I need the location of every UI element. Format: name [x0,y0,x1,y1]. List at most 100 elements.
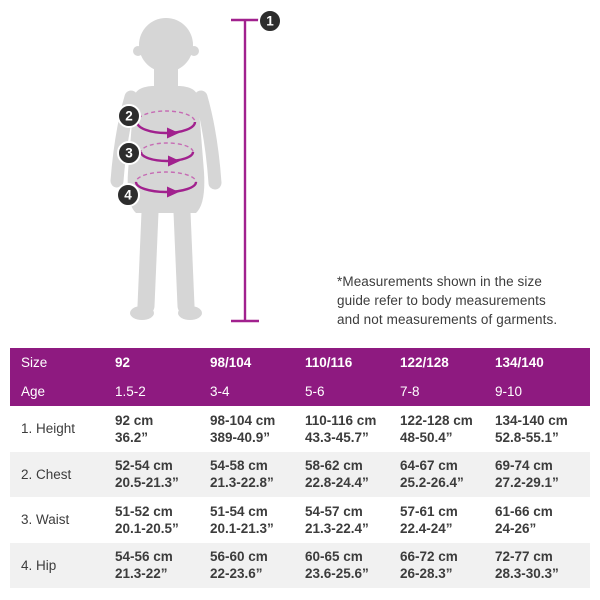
measurement-cell: 92 cm 36.2” [115,412,210,446]
value-cm: 72-77 cm [495,549,553,565]
size-value: 110/116 [305,355,353,370]
measurement-cell: 122-128 cm 48-50.4” [400,412,495,446]
value-cm: 54-56 cm [115,549,173,565]
measurement-cell: 54-58 cm 21.3-22.8” [210,457,305,491]
value-inches: 24-26” [495,520,537,536]
age-value: 5-6 [305,384,325,399]
value-inches: 26-28.3” [400,566,453,582]
note-line: and not measurements of garments. [337,312,558,327]
measurement-cell: 60-65 cm 23.6-25.6” [305,548,400,582]
size-table: Size 92 98/104 110/116 122/128 134/140 A… [10,348,590,588]
value-inches: 21.3-22” [115,566,168,582]
measurement-cell: 58-62 cm 22.8-24.4” [305,457,400,491]
marker-number: 4 [124,188,132,203]
value-inches: 36.2” [115,429,149,445]
table-row-waist: 3. Waist 51-52 cm 20.1-20.5” 51-54 cm 20… [10,497,590,543]
value-cm: 54-57 cm [305,503,363,519]
arrow-right-icon [167,127,179,139]
value-inches: 22.4-24” [400,520,453,536]
measurement-cell: 98-104 cm 389-40.9” [210,412,305,446]
hip-measure-ellipse [134,171,198,198]
measurement-note: *Measurements shown in the size guide re… [337,272,557,329]
value-cm: 58-62 cm [305,458,363,474]
table-row-height: 1. Height 92 cm 36.2” 98-104 cm 389-40.9… [10,406,590,452]
value-cm: 110-116 cm [305,412,377,428]
age-value: 7-8 [400,384,420,399]
value-inches: 21.3-22.4” [305,520,369,536]
size-header-row: Size 92 98/104 110/116 122/128 134/140 [10,348,590,377]
value-inches: 28.3-30.3” [495,566,559,582]
size-value: 122/128 [400,355,449,370]
value-inches: 20.1-21.3” [210,520,274,536]
arrow-right-icon [168,155,180,167]
age-header-label: Age [21,384,46,399]
row-label: 1. Height [21,421,76,437]
value-inches: 22-23.6” [210,566,263,582]
measurement-cell: 54-57 cm 21.3-22.4” [305,503,400,537]
size-value: 134/140 [495,355,544,370]
measurement-cell: 64-67 cm 25.2-26.4” [400,457,495,491]
age-value: 1.5-2 [115,384,146,399]
size-value: 92 [115,355,131,370]
value-cm: 54-58 cm [210,458,268,474]
value-inches: 25.2-26.4” [400,475,464,491]
note-line: *Measurements shown in the size [337,274,542,289]
value-inches: 20.1-20.5” [115,520,179,536]
value-cm: 51-52 cm [115,503,173,519]
value-cm: 60-65 cm [305,549,363,565]
value-inches: 23.6-25.6” [305,566,369,582]
value-cm: 66-72 cm [400,549,458,565]
value-inches: 52.8-55.1” [495,429,559,445]
height-marker-badge: 1 [258,9,282,33]
height-measure-line [231,18,259,323]
age-value: 3-4 [210,384,230,399]
marker-number: 2 [125,109,133,124]
marker-number: 1 [266,14,274,29]
value-cm: 134-140 cm [495,412,568,428]
measurement-cell: 61-66 cm 24-26” [495,503,590,537]
value-cm: 98-104 cm [210,412,276,428]
waist-marker-badge: 3 [117,141,141,165]
age-header-row: Age 1.5-2 3-4 5-6 7-8 9-10 [10,377,590,406]
value-cm: 51-54 cm [210,503,268,519]
table-row-chest: 2. Chest 52-54 cm 20.5-21.3” 54-58 cm 21… [10,451,590,497]
value-inches: 389-40.9” [210,429,271,445]
value-cm: 52-54 cm [115,458,173,474]
value-inches: 21.3-22.8” [210,475,274,491]
value-cm: 61-66 cm [495,503,553,519]
child-silhouette [110,18,222,320]
row-label: 3. Waist [21,512,70,528]
size-value: 98/104 [210,355,252,370]
value-inches: 22.8-24.4” [305,475,369,491]
measurement-cell: 134-140 cm 52.8-55.1” [495,412,590,446]
marker-number: 3 [125,146,133,161]
chest-marker-badge: 2 [117,104,141,128]
value-inches: 43.3-45.7” [305,429,369,445]
value-cm: 56-60 cm [210,549,268,565]
value-cm: 64-67 cm [400,458,458,474]
measurement-cell: 66-72 cm 26-28.3” [400,548,495,582]
value-inches: 48-50.4” [400,429,453,445]
measurement-cell: 51-52 cm 20.1-20.5” [115,503,210,537]
value-inches: 27.2-29.1” [495,475,559,491]
size-header-label: Size [21,355,48,370]
hip-marker-badge: 4 [116,183,140,207]
measurement-cell: 57-61 cm 22.4-24” [400,503,495,537]
arrow-right-icon [167,186,179,198]
value-inches: 20.5-21.3” [115,475,179,491]
row-label: 2. Chest [21,466,72,482]
age-value: 9-10 [495,384,523,399]
value-cm: 122-128 cm [400,412,473,428]
note-line: guide refer to body measurements [337,293,546,308]
measurement-cell: 51-54 cm 20.1-21.3” [210,503,305,537]
measurement-cell: 56-60 cm 22-23.6” [210,548,305,582]
value-cm: 69-74 cm [495,458,553,474]
measurement-cell: 110-116 cm 43.3-45.7” [305,412,400,446]
value-cm: 57-61 cm [400,503,458,519]
measurement-cell: 52-54 cm 20.5-21.3” [115,457,210,491]
waist-measure-ellipse [139,142,195,167]
measurement-cell: 72-77 cm 28.3-30.3” [495,548,590,582]
measurement-cell: 69-74 cm 27.2-29.1” [495,457,590,491]
table-row-hip: 4. Hip 54-56 cm 21.3-22” 56-60 cm 22-23.… [10,542,590,588]
